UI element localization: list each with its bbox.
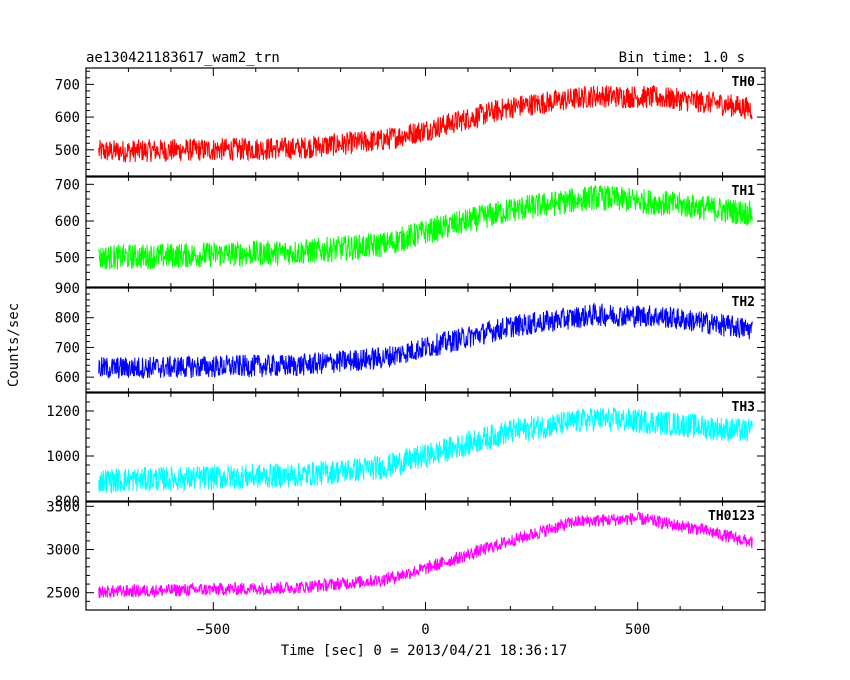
x-tick-label: −500: [196, 622, 230, 638]
y-tick-label: 700: [55, 177, 80, 193]
series-name-label: TH3: [732, 400, 755, 415]
y-tick-label: 800: [55, 311, 80, 327]
y-axis-label: Counts/sec: [6, 303, 22, 387]
panel-th1: 500 600 700 TH1: [55, 176, 766, 288]
y-tick-label: 500: [55, 143, 80, 159]
panel-frame: [85, 67, 766, 177]
x-tick-labels: −500 0 500: [196, 622, 650, 638]
y-tick-label: 700: [55, 77, 80, 93]
chart-title: ae130421183617_wam2_trn: [86, 50, 280, 66]
y-tick-label: 900: [55, 281, 80, 297]
y-tick-label: 500: [55, 251, 80, 267]
y-tick-label: 700: [55, 340, 80, 356]
panel-th3: 800 1000 1200 TH3: [46, 392, 766, 510]
x-tick-label: 500: [625, 622, 650, 638]
series-name-label: TH0123: [708, 509, 755, 524]
y-tick-label: 3000: [46, 543, 80, 559]
series-name-label: TH1: [732, 184, 756, 199]
y-tick-label: 2500: [46, 586, 80, 602]
y-tick-label: 3500: [46, 499, 80, 515]
y-tick-label: 600: [55, 110, 80, 126]
panel-th0: 500 600 700 TH0: [55, 67, 766, 177]
y-tick-label: 600: [55, 370, 80, 386]
series-name-label: TH2: [732, 295, 755, 310]
series-line-th0123: [98, 511, 753, 599]
y-tick-label: 600: [55, 214, 80, 230]
panel-th2: 600 700 800 900 TH2: [55, 281, 766, 393]
x-tick-label: 0: [421, 622, 429, 638]
panel-th0123: 2500 3000 3500 TH0123: [46, 499, 766, 611]
y-tick-label: 1200: [46, 404, 80, 420]
x-axis-label: Time [sec] 0 = 2013/04/21 18:36:17: [281, 643, 568, 659]
y-tick-label: 1000: [46, 449, 80, 465]
series-line-th0: [98, 84, 753, 163]
series-line-th3: [98, 407, 753, 494]
panels-group: 500 600 700 TH0 500 600 700 TH1 600 700 800 900 TH2 8…: [46, 67, 766, 611]
y-tick-label: 800: [55, 494, 80, 510]
series-line-th1: [98, 184, 753, 270]
bin-time-label: Bin time: 1.0 s: [619, 50, 745, 66]
series-name-label: TH0: [732, 75, 756, 90]
series-line-th2: [98, 302, 753, 380]
